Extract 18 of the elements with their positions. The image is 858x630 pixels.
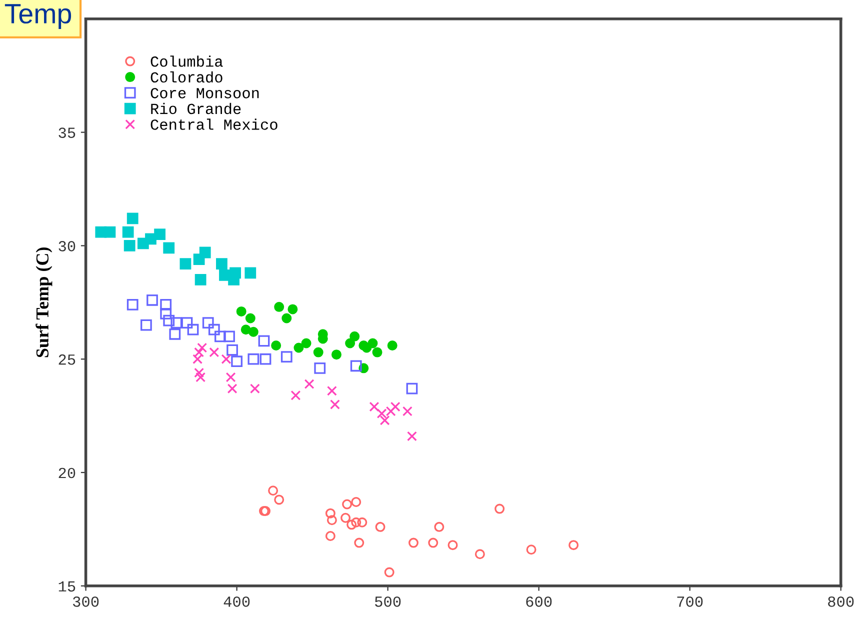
legend-label: Central Mexico: [150, 118, 278, 130]
y-tick-label: 20: [58, 468, 76, 478]
y-axis-title: Surf Temp (C): [36, 248, 52, 358]
text: Temp: [4, 4, 72, 30]
x-tick-label: 700: [677, 596, 703, 607]
legend-label: Columbia: [150, 56, 223, 67]
legend-label: Core Monsoon: [150, 88, 259, 98]
legend-label: Colorado: [150, 71, 222, 83]
x-tick-label: 600: [526, 596, 552, 607]
y-tick-label: 25: [58, 354, 76, 365]
y-tick-label: 30: [58, 241, 76, 252]
x-tick-label: 500: [375, 596, 401, 607]
legend-label: Rio Grande: [151, 102, 241, 114]
y-tick-label: 35: [58, 128, 76, 138]
x-tick-label: 300: [73, 596, 99, 607]
y-tick-label: 15: [58, 581, 76, 592]
x-tick-label: 800: [828, 596, 854, 607]
x-tick-label: 400: [224, 596, 250, 607]
